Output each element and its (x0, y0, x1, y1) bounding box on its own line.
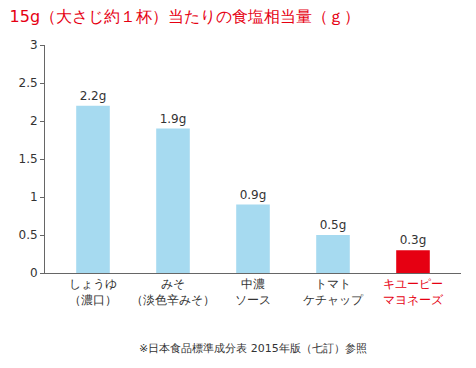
svg-text:※日本食品標準成分表 2015年版（七訂）参照: ※日本食品標準成分表 2015年版（七訂）参照 (139, 342, 367, 355)
svg-text:3: 3 (30, 38, 38, 52)
svg-text:キユーピーマヨネーズ: キユーピーマヨネーズ (383, 277, 444, 307)
svg-text:0.5: 0.5 (19, 228, 38, 242)
svg-text:0.5g: 0.5g (320, 218, 347, 232)
svg-text:0.3g: 0.3g (400, 233, 427, 247)
svg-text:1.9g: 1.9g (160, 112, 187, 126)
svg-text:1.5: 1.5 (19, 152, 38, 166)
svg-text:15g（大さじ約１杯）当たりの食塩相当量（ｇ）: 15g（大さじ約１杯）当たりの食塩相当量（ｇ） (10, 7, 361, 26)
svg-text:0: 0 (30, 266, 38, 280)
svg-text:しょうゆ（濃口）: しょうゆ（濃口） (69, 277, 117, 307)
svg-text:2.5: 2.5 (19, 76, 38, 90)
svg-text:0.9g: 0.9g (240, 188, 267, 202)
svg-text:2.2g: 2.2g (80, 89, 107, 103)
svg-text:中濃ソース: 中濃ソース (235, 277, 271, 307)
svg-text:みそ（淡色辛みそ）: みそ（淡色辛みそ） (131, 277, 215, 307)
svg-text:1: 1 (30, 190, 38, 204)
svg-text:トマトケチャップ: トマトケチャップ (303, 277, 364, 307)
svg-text:2: 2 (30, 114, 38, 128)
